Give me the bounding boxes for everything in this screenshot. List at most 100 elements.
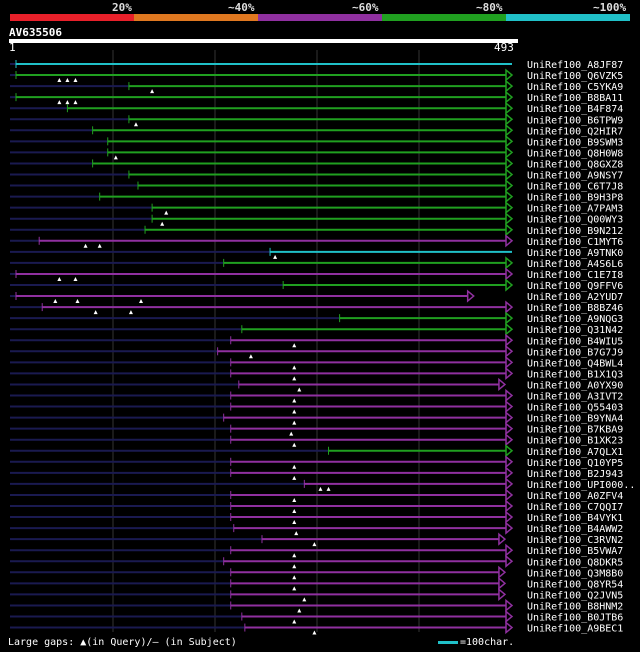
identity-scale-bar: 20% ~40% ~60% ~80% ~100%	[0, 0, 640, 28]
hit-arrow	[505, 311, 514, 325]
hit-arrow	[505, 344, 514, 358]
hit-arrow	[505, 609, 514, 624]
hit-arrow	[505, 145, 514, 160]
hit-arrow	[498, 576, 507, 590]
gap-marker	[133, 122, 138, 127]
hit-label: UniRef100_Q4BWL4	[527, 358, 623, 369]
hit-arrow	[505, 156, 514, 171]
hit-arrow	[505, 488, 514, 502]
legend-scale: =100char.	[438, 637, 514, 648]
query-bar	[9, 39, 518, 43]
gap-marker	[139, 299, 144, 304]
hit-label: UniRef100_Q9FFV6	[527, 281, 623, 292]
hit-label: UniRef100_B1XK23	[527, 436, 623, 447]
hit-arrow	[505, 322, 514, 336]
hit-label: UniRef100_Q10YP5	[527, 458, 623, 469]
hit-arrow	[498, 377, 507, 392]
gap-marker	[292, 564, 297, 569]
hit-arrow	[498, 532, 507, 546]
scale-label-100: ~100%	[593, 1, 627, 14]
hit-arrow	[505, 234, 514, 248]
gap-marker	[297, 608, 302, 613]
hit-arrow	[466, 289, 475, 303]
hit-label: UniRef100_C7QQI7	[527, 502, 623, 513]
hit-label: UniRef100_B4VYK1	[527, 513, 623, 524]
hit-arrow	[498, 565, 507, 579]
gap-marker	[164, 210, 169, 215]
hit-arrow	[505, 543, 514, 557]
hit-label: UniRef100_A9BEC1	[527, 624, 623, 635]
gap-marker	[292, 475, 297, 480]
hit-label: UniRef100_B0JTB6	[527, 613, 623, 624]
hit-arrow	[505, 355, 514, 369]
hit-arrow	[505, 399, 514, 414]
gap-marker	[312, 630, 317, 635]
hit-arrow	[505, 510, 514, 524]
scale-seg-green	[382, 14, 506, 21]
gap-marker	[160, 221, 165, 226]
gap-marker	[297, 387, 302, 392]
scale-label-20: 20%	[112, 1, 132, 14]
hit-arrow	[505, 167, 514, 182]
hit-arrow	[505, 521, 514, 535]
hit-arrow	[505, 212, 514, 226]
scale-label-60: ~60%	[352, 1, 379, 14]
hit-label: UniRef100_B8BA11	[527, 93, 623, 104]
hit-arrow	[505, 189, 514, 204]
hit-label: UniRef100_A8JF87	[527, 60, 623, 71]
scale-seg-cyan	[506, 14, 630, 21]
hit-label: UniRef100_UPI000..	[527, 480, 635, 491]
hit-arrow	[498, 587, 507, 602]
gap-marker	[292, 442, 297, 447]
hit-label: UniRef100_A0YX90	[527, 380, 623, 391]
hit-label: UniRef100_C6T7J8	[527, 182, 623, 193]
hit-arrow	[505, 223, 514, 237]
hit-label: UniRef100_A7PAM3	[527, 204, 623, 215]
gap-marker	[273, 254, 278, 259]
hit-arrow	[505, 101, 514, 115]
hit-label: UniRef100_A3IVT2	[527, 392, 623, 403]
gap-marker	[289, 431, 294, 436]
gap-marker	[248, 354, 253, 359]
query-start-label: 1	[9, 41, 16, 54]
hit-label: UniRef100_A7QLX1	[527, 447, 623, 458]
hit-arrow	[505, 388, 514, 403]
hit-label: UniRef100_Q31N42	[527, 325, 623, 336]
hit-arrow	[505, 554, 514, 568]
hit-label: UniRef100_Q8YR54	[527, 579, 623, 590]
hit-label: UniRef100_B6TPW9	[527, 115, 623, 126]
hit-label: UniRef100_A4S6L6	[527, 259, 623, 270]
gap-marker	[53, 299, 58, 304]
hit-label: UniRef100_B7KBA9	[527, 425, 623, 436]
gap-marker	[318, 486, 323, 491]
hit-arrow	[505, 90, 514, 104]
hit-label: UniRef100_A9TNK0	[527, 248, 623, 259]
gap-marker	[75, 299, 80, 304]
gap-marker	[150, 89, 155, 94]
gap-marker	[73, 276, 78, 281]
hit-label: UniRef100_Q2HIR7	[527, 126, 623, 137]
hit-arrow	[505, 410, 514, 425]
hit-label: UniRef100_Q8H0W8	[527, 148, 623, 159]
gap-marker	[83, 243, 88, 248]
hit-label: UniRef100_C3RVN2	[527, 535, 623, 546]
hit-arrow	[505, 620, 514, 635]
hit-label: UniRef100_Q55403	[527, 403, 623, 414]
hit-label: UniRef100_Q3M8B0	[527, 568, 623, 579]
hit-label: UniRef100_A9NQG3	[527, 314, 623, 325]
gap-marker	[292, 420, 297, 425]
hit-label: UniRef100_C5YKA9	[527, 82, 623, 93]
scale-seg-purple	[258, 14, 382, 21]
hit-label: UniRef100_C1E7I8	[527, 270, 623, 281]
gap-marker	[302, 597, 307, 602]
hit-label: UniRef100_B9SWM3	[527, 137, 623, 148]
gap-marker	[128, 310, 133, 315]
scale-label-80: ~80%	[476, 1, 503, 14]
gap-marker	[292, 509, 297, 513]
hit-arrow	[505, 333, 514, 347]
hit-label: UniRef100_B1X1Q3	[527, 369, 623, 380]
gap-marker	[57, 100, 62, 105]
gap-marker	[292, 398, 297, 403]
scale-label-40: ~40%	[228, 1, 255, 14]
hit-arrow	[505, 300, 514, 314]
